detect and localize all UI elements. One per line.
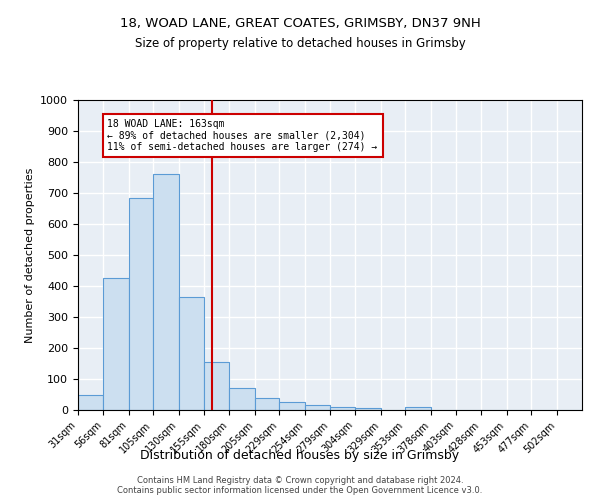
Text: Contains HM Land Registry data © Crown copyright and database right 2024.
Contai: Contains HM Land Registry data © Crown c… (118, 476, 482, 495)
Bar (330, 407, 355, 410)
Bar (179, 297, 204, 410)
Y-axis label: Number of detached properties: Number of detached properties (25, 168, 35, 342)
Bar (305, 406, 330, 410)
Text: 18 WOAD LANE: 163sqm
← 89% of detached houses are smaller (2,304)
11% of semi-de: 18 WOAD LANE: 163sqm ← 89% of detached h… (107, 118, 378, 152)
Bar (405, 407, 431, 410)
Bar (78, 394, 103, 410)
Bar (255, 398, 279, 410)
Bar (229, 388, 255, 410)
Bar (153, 174, 179, 410)
Bar (355, 408, 381, 410)
Text: 18, WOAD LANE, GREAT COATES, GRIMSBY, DN37 9NH: 18, WOAD LANE, GREAT COATES, GRIMSBY, DN… (119, 18, 481, 30)
Bar (103, 278, 129, 410)
Bar (129, 198, 153, 410)
Bar (204, 362, 229, 410)
Text: Distribution of detached houses by size in Grimsby: Distribution of detached houses by size … (140, 448, 460, 462)
Text: Size of property relative to detached houses in Grimsby: Size of property relative to detached ho… (134, 38, 466, 51)
Bar (279, 402, 305, 410)
